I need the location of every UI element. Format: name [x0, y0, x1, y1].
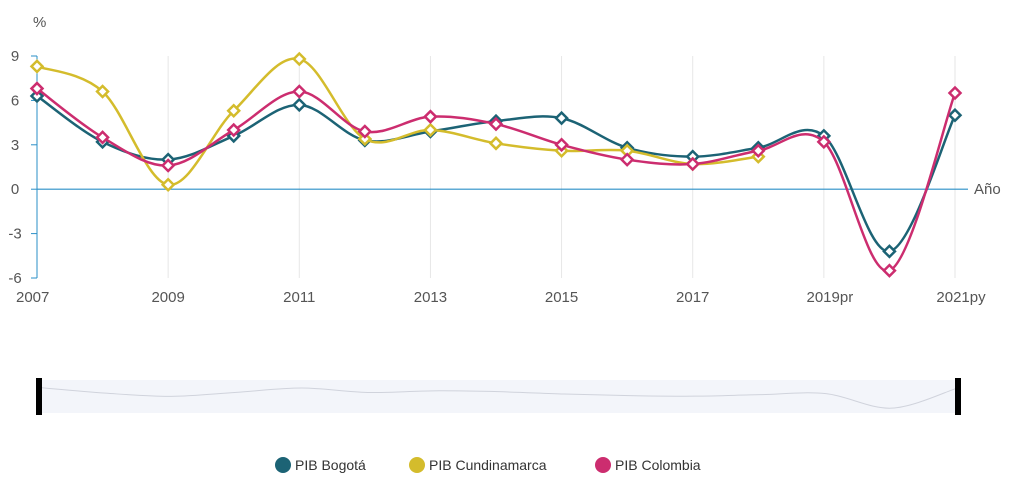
data-point-marker[interactable] — [29, 81, 45, 96]
data-point-marker[interactable] — [488, 136, 504, 151]
data-point-marker[interactable] — [292, 84, 307, 99]
data-point-marker[interactable] — [292, 51, 307, 67]
series-line — [36, 57, 759, 187]
x-tick-label: 2007 — [16, 289, 49, 306]
navigator-right-handle[interactable] — [955, 378, 961, 415]
x-axis-title: Año — [974, 181, 1001, 198]
data-point-marker[interactable] — [29, 59, 45, 74]
data-point-marker[interactable] — [423, 122, 438, 138]
data-point-marker[interactable] — [292, 97, 307, 113]
range-navigator[interactable] — [36, 378, 961, 415]
x-tick-label: 2013 — [414, 289, 447, 306]
x-tick-label: 2021py — [936, 289, 986, 306]
series-pib-cundinamarca — [29, 51, 766, 193]
axis-layer: % Año 9 6 3 0 -3 -6 2007 2009 2011 2013 2015 2017 20… — [8, 14, 1000, 306]
legend-marker-icon — [409, 457, 425, 473]
data-point-marker[interactable] — [488, 116, 504, 132]
legend-marker-icon — [595, 457, 611, 473]
data-point-marker[interactable] — [160, 158, 176, 173]
series-layer — [29, 51, 963, 278]
grid-layer — [36, 56, 956, 278]
y-tick-label: -3 — [8, 226, 21, 243]
y-tick-label: 6 — [11, 92, 19, 109]
data-point-marker[interactable] — [816, 134, 832, 150]
data-point-marker[interactable] — [882, 263, 897, 278]
data-point-marker[interactable] — [423, 109, 438, 124]
x-tick-label: 2009 — [151, 289, 184, 306]
legend-item[interactable]: PIB Colombia — [595, 457, 701, 473]
data-point-marker[interactable] — [95, 130, 110, 145]
data-point-marker[interactable] — [554, 137, 569, 153]
legend-label: PIB Colombia — [615, 457, 701, 473]
y-tick-label: 9 — [11, 48, 19, 65]
chart-legend: PIB Bogotá PIB Cundinamarca PIB Colombia — [275, 457, 701, 473]
data-point-marker[interactable] — [882, 244, 897, 259]
legend-item[interactable]: PIB Cundinamarca — [409, 457, 547, 473]
y-tick-label: -6 — [8, 270, 21, 287]
data-point-marker[interactable] — [947, 85, 963, 101]
navigator-series-line — [39, 387, 958, 409]
x-tick-label: 2017 — [676, 289, 709, 306]
y-axis-unit-label: % — [33, 14, 46, 31]
data-point-marker[interactable] — [160, 177, 176, 193]
legend-marker-icon — [275, 457, 291, 473]
data-point-marker[interactable] — [751, 143, 766, 158]
data-point-marker[interactable] — [95, 84, 110, 99]
data-point-marker[interactable] — [357, 131, 373, 147]
data-point-marker[interactable] — [619, 152, 635, 167]
series-line — [36, 87, 957, 272]
x-tick-label: 2015 — [545, 289, 578, 306]
data-point-marker[interactable] — [947, 107, 963, 123]
x-tick-label: 2011 — [283, 289, 315, 306]
legend-label: PIB Cundinamarca — [429, 457, 547, 473]
data-point-marker[interactable] — [554, 110, 569, 126]
data-point-marker[interactable] — [226, 122, 241, 138]
data-point-marker[interactable] — [226, 103, 241, 119]
x-tick-label: 2019pr — [806, 289, 853, 306]
data-point-marker[interactable] — [357, 124, 373, 139]
series-pib-bogotá — [29, 88, 963, 259]
legend-label: PIB Bogotá — [295, 457, 366, 473]
y-tick-label: 0 — [11, 181, 19, 198]
data-point-marker[interactable] — [29, 88, 45, 104]
data-point-marker[interactable] — [685, 156, 700, 172]
series-pib-colombia — [29, 81, 963, 278]
navigator-track[interactable] — [40, 380, 957, 413]
legend-item[interactable]: PIB Bogotá — [275, 457, 366, 473]
navigator-left-handle[interactable] — [36, 378, 42, 415]
y-tick-label: 3 — [11, 137, 19, 154]
